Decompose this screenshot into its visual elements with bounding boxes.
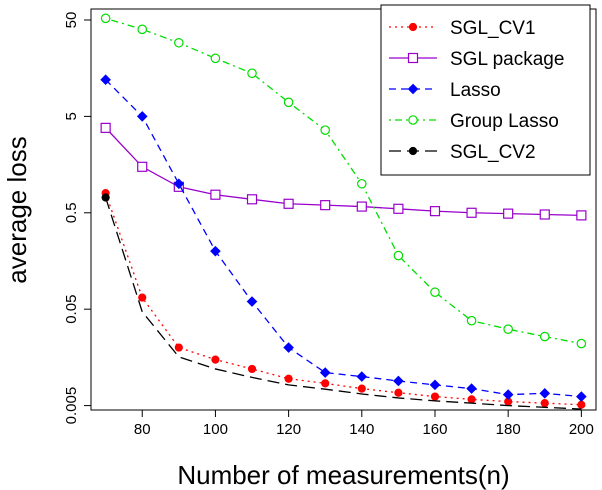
data-point xyxy=(283,97,294,108)
data-point xyxy=(284,374,293,383)
x-axis-title: Number of measurements(n) xyxy=(177,460,509,490)
data-point xyxy=(320,125,331,135)
legend-label: SGL_CV1 xyxy=(450,18,536,39)
data-point xyxy=(393,250,404,261)
data-point xyxy=(211,355,220,364)
series-line xyxy=(105,192,582,406)
series-line xyxy=(105,79,582,398)
data-point xyxy=(246,194,258,205)
legend-item: SGL package xyxy=(389,49,564,70)
y-tick-label: 0.005 xyxy=(63,387,80,425)
data-point xyxy=(246,296,258,307)
data-point xyxy=(576,391,587,402)
legend-item: Group Lasso xyxy=(389,111,559,132)
legend: SGL_CV1 SGL package Lasso Group Lasso SGL_CV… xyxy=(380,4,591,176)
x-tick-label: 200 xyxy=(569,421,594,438)
data-point xyxy=(283,198,294,209)
data-point xyxy=(466,383,477,394)
series-line xyxy=(105,127,582,217)
data-point xyxy=(356,178,367,189)
series-sgl-cv2 xyxy=(101,193,582,410)
y-tick-label: 50 xyxy=(63,12,80,29)
y-axis-title: average loss xyxy=(2,136,32,283)
legend-label: Group Lasso xyxy=(450,111,559,132)
legend-label: SGL package xyxy=(450,49,564,70)
data-point xyxy=(137,24,148,35)
axes-layer: 80 100 120 140 160 180 200 0.005 0.05 0.5 5 50 xyxy=(63,12,594,438)
legend-label: SGL_CV2 xyxy=(450,142,536,163)
legend-item: SGL_CV2 xyxy=(389,142,536,163)
series-lasso xyxy=(100,74,587,402)
data-point xyxy=(136,111,148,122)
data-point xyxy=(283,342,294,353)
data-point xyxy=(100,74,111,86)
legend-marker xyxy=(407,83,419,95)
data-point xyxy=(138,293,147,302)
data-point xyxy=(539,388,551,399)
legend-marker xyxy=(408,115,418,125)
data-point xyxy=(466,315,477,326)
data-point xyxy=(577,400,586,409)
legend-label: Lasso xyxy=(450,80,501,101)
series-line xyxy=(105,197,582,410)
data-point xyxy=(503,324,513,335)
data-point xyxy=(503,208,514,219)
data-point xyxy=(502,389,514,400)
data-point xyxy=(466,207,477,218)
data-point xyxy=(576,338,587,349)
data-point xyxy=(393,375,404,387)
data-point xyxy=(393,203,404,214)
data-point xyxy=(356,201,367,212)
data-point xyxy=(137,161,148,172)
data-point xyxy=(247,68,257,79)
data-point xyxy=(173,178,185,190)
data-point xyxy=(100,13,111,24)
data-point xyxy=(247,364,257,374)
legend-marker xyxy=(407,52,419,64)
data-point xyxy=(101,193,110,202)
data-point xyxy=(100,122,111,133)
y-tick-label: 0.5 xyxy=(63,202,80,223)
data-point xyxy=(210,189,221,200)
data-point xyxy=(319,367,331,378)
series-sgl-cv1 xyxy=(101,189,586,409)
legend-item: Lasso xyxy=(389,80,501,101)
series-line xyxy=(105,17,582,345)
data-point xyxy=(210,53,221,64)
data-point xyxy=(174,343,183,352)
data-point xyxy=(356,371,368,382)
series-layer xyxy=(100,13,587,410)
y-tick-label: 0.05 xyxy=(63,295,80,324)
data-point xyxy=(321,379,330,388)
data-point xyxy=(539,331,550,342)
data-point xyxy=(320,200,331,211)
x-tick-label: 100 xyxy=(203,421,228,438)
legend-marker xyxy=(408,22,418,32)
data-point xyxy=(429,379,441,391)
x-tick-label: 140 xyxy=(349,421,374,438)
data-point xyxy=(540,399,549,408)
y-tick-label: 5 xyxy=(63,112,80,120)
data-point xyxy=(210,245,221,257)
x-tick-label: 180 xyxy=(496,421,521,438)
data-point xyxy=(576,210,587,221)
data-point xyxy=(467,395,476,404)
data-point xyxy=(539,209,550,220)
data-point xyxy=(430,287,440,298)
x-tick-label: 160 xyxy=(422,421,447,438)
series-group-lasso xyxy=(100,13,587,349)
legend-marker xyxy=(408,146,418,156)
x-tick-label: 120 xyxy=(276,421,301,438)
x-tick-label: 80 xyxy=(134,421,151,438)
data-point xyxy=(430,392,440,401)
data-point xyxy=(174,37,184,48)
data-point xyxy=(357,384,366,393)
legend-item: SGL_CV1 xyxy=(389,18,536,39)
data-point xyxy=(394,388,403,397)
data-point xyxy=(429,206,441,217)
